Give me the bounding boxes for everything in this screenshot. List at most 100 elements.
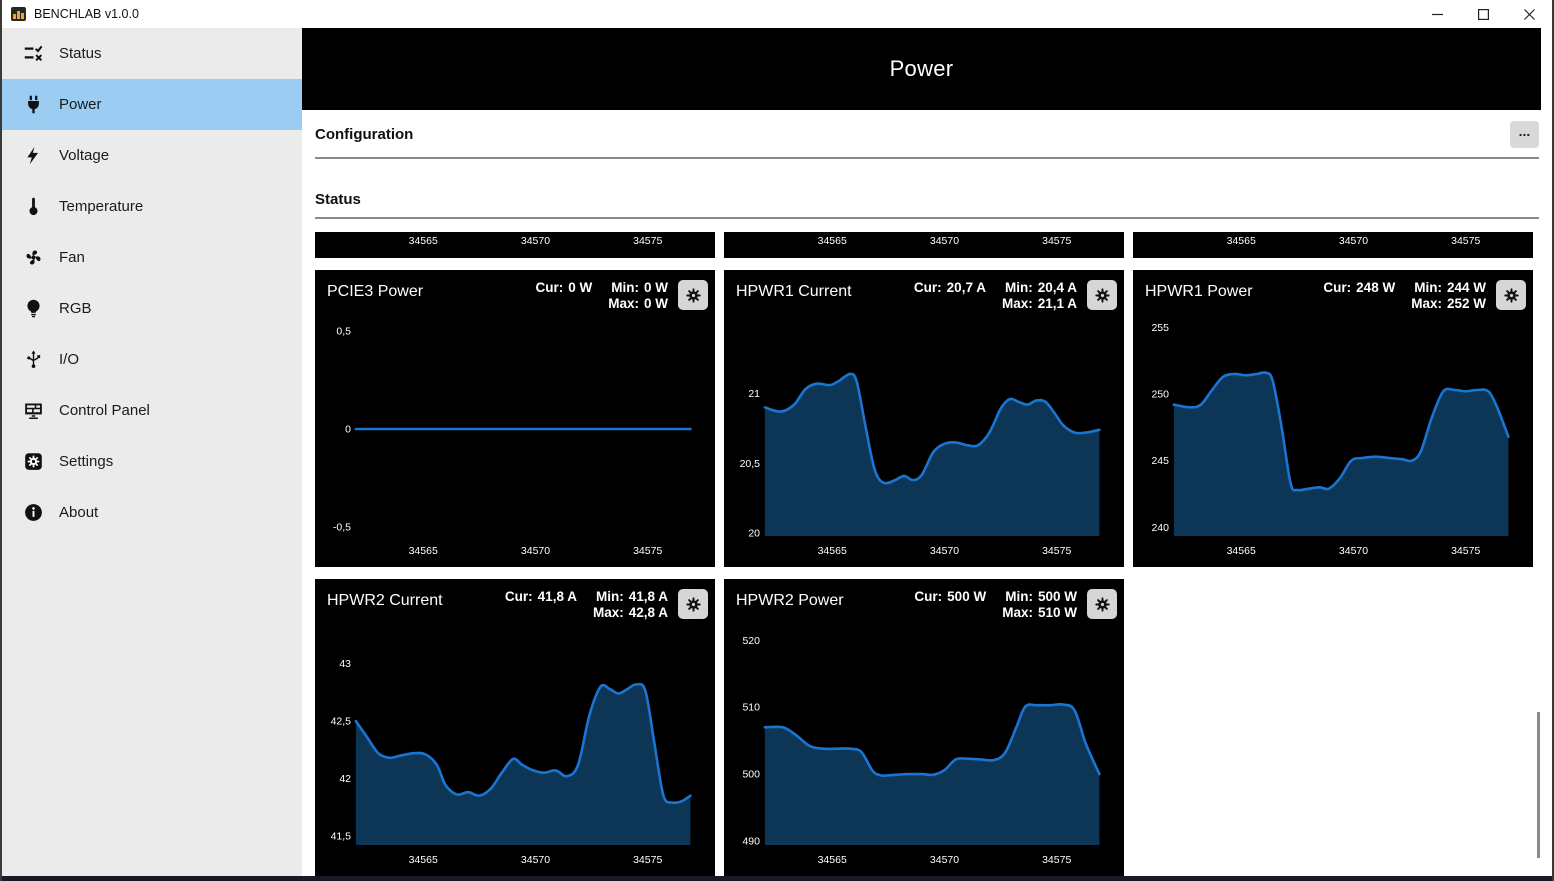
stat-min-value: 244 W (1446, 280, 1486, 295)
sidebar-item-fan[interactable]: Fan (2, 232, 302, 283)
thermometer-icon (23, 196, 44, 217)
sidebar-item-control-panel[interactable]: Control Panel (2, 385, 302, 436)
chart-settings-button[interactable] (1087, 589, 1117, 619)
stat-current: Cur: 20,7 A (914, 280, 986, 312)
stat-cur-value: 20,7 A (946, 280, 986, 295)
stat-max: Max: 21,1 A (1002, 296, 1077, 312)
stat-cur-label: Cur: (1323, 280, 1352, 295)
sidebar-item-status[interactable]: Status (2, 28, 302, 79)
chart-card-hpwr2-power: 520 510 500 490 34565 34570 34575 HPWR2 Power Cu… (724, 579, 1124, 876)
charts-grid: 34565 34570 34575 34565 34570 34575 34565 34570… (315, 232, 1539, 876)
x-axis-tick-label: 34575 (1042, 545, 1071, 557)
chart-card-pcie3-power: 0,5 0 -0,5 34565 34570 34575 PCIE3 Power Cur: 0 … (315, 270, 715, 567)
status-section-header: Status (315, 180, 1539, 219)
sidebar-item-label: About (59, 504, 99, 521)
sidebar-item-temperature[interactable]: Temperature (2, 181, 302, 232)
chart-card-hpwr1-current: 21 20,5 20 34565 34570 34575 HPWR1 Current Cur:… (724, 270, 1124, 567)
chart-stats: Cur: 20,7 A Min: 20,4 A Max: 21,1 A (914, 280, 1077, 312)
stat-max-value: 21,1 A (1037, 296, 1077, 311)
app-logo-icon (11, 7, 26, 21)
stat-max-value: 252 W (1446, 296, 1486, 311)
close-icon (1523, 8, 1535, 20)
maximize-icon (1477, 8, 1489, 20)
x-axis-tick-label: 34565 (1227, 545, 1256, 557)
stat-minmax: Min: 500 W Max: 510 W (1002, 589, 1077, 621)
configuration-menu-button[interactable]: ... (1510, 121, 1539, 148)
stat-max-value: 42,8 A (628, 605, 668, 620)
chart-axis-strip: 34565 34570 34575 (724, 232, 1124, 258)
stat-max-label: Max: (1002, 605, 1033, 620)
chart-canvas: 21 20,5 20 34565 34570 34575 (740, 372, 1101, 557)
x-axis-tick-label: 34565 (817, 235, 847, 247)
x-axis-tick-label: 34565 (1226, 235, 1256, 247)
stat-max-label: Max: (608, 296, 639, 311)
stat-min-label: Min: (1414, 280, 1442, 295)
y-axis-tick-label: 250 (1151, 389, 1169, 401)
chart-settings-button[interactable] (678, 280, 708, 310)
stat-max: Max: 42,8 A (593, 605, 668, 621)
gear-icon (1094, 287, 1110, 303)
chart-settings-button[interactable] (678, 589, 708, 619)
stat-min-value: 20,4 A (1037, 280, 1077, 295)
stat-current: Cur: 248 W (1323, 280, 1395, 312)
sidebar-item-i-o[interactable]: I/O (2, 334, 302, 385)
x-axis-tick-label: 34575 (633, 545, 662, 557)
sidebar-item-settings[interactable]: Settings (2, 436, 302, 487)
status-checklist-icon (23, 43, 44, 64)
y-axis-tick-label: 42,5 (331, 716, 352, 728)
y-axis-tick-label: 20,5 (740, 458, 761, 470)
chart-stats: Cur: 500 W Min: 500 W Max: 510 W (914, 589, 1077, 621)
sidebar-item-rgb[interactable]: RGB (2, 283, 302, 334)
y-axis-tick-label: 245 (1151, 455, 1169, 467)
chart-title: HPWR1 Current (736, 283, 852, 300)
chart-area-fill (355, 684, 691, 845)
vertical-scrollbar-thumb[interactable] (1537, 712, 1540, 858)
usb-icon (23, 349, 44, 370)
x-axis-tick-label: 34565 (409, 545, 438, 557)
sidebar-item-about[interactable]: About (2, 487, 302, 538)
stat-minmax: Min: 0 W Max: 0 W (608, 280, 668, 312)
window-controls (1414, 0, 1552, 28)
gear-icon (685, 596, 701, 612)
x-axis-tick-label: 34565 (409, 854, 438, 866)
chart-area-fill (1173, 372, 1509, 536)
sidebar-item-label: Voltage (59, 147, 110, 164)
sidebar-item-voltage[interactable]: Voltage (2, 130, 302, 181)
chart-axis-strip: 34565 34570 34575 (315, 232, 715, 258)
close-button[interactable] (1506, 0, 1552, 28)
gear-icon (1503, 287, 1519, 303)
status-label: Status (315, 191, 361, 208)
sidebar-item-label: Temperature (59, 198, 144, 215)
sidebar-item-power[interactable]: Power (2, 79, 302, 130)
stat-min: Min: 500 W (1002, 589, 1077, 605)
sidebar-item-label: Status (59, 45, 102, 62)
y-axis-tick-label: 255 (1151, 322, 1169, 334)
minimize-button[interactable] (1414, 0, 1460, 28)
stat-max: Max: 252 W (1411, 296, 1486, 312)
y-axis-tick-label: -0,5 (333, 522, 351, 534)
sidebar-item-label: I/O (59, 351, 80, 368)
chart-header: HPWR2 Current Cur: 41,8 A Min: 41,8 A Max: 42,… (315, 579, 715, 621)
chart-stats: Cur: 41,8 A Min: 41,8 A Max: 42,8 A (505, 589, 668, 621)
x-axis-tick-label: 34570 (521, 854, 550, 866)
maximize-button[interactable] (1460, 0, 1506, 28)
chart-line (763, 372, 1101, 485)
configuration-label: Configuration (315, 126, 414, 143)
chart-line (763, 703, 1101, 777)
x-axis-tick-label: 34570 (521, 545, 550, 557)
chart-canvas: 0,5 0 -0,5 34565 34570 34575 (333, 325, 692, 557)
voltage-bolt-icon (23, 145, 44, 166)
chart-stats: Cur: 248 W Min: 244 W Max: 252 W (1323, 280, 1486, 312)
chart-card-hpwr2-current: 43 42,5 42 41,5 34565 34570 34575 HPWR2 Current… (315, 579, 715, 876)
stat-current: Cur: 500 W (914, 589, 986, 621)
stat-min-label: Min: (1004, 280, 1033, 295)
chart-settings-button[interactable] (1496, 280, 1526, 310)
chart-settings-button[interactable] (1087, 280, 1117, 310)
x-axis-tick-label: 34570 (1339, 545, 1368, 557)
x-axis-tick-label: 34575 (1451, 235, 1481, 247)
stat-min-label: Min: (611, 280, 639, 295)
y-axis-tick-label: 21 (748, 388, 760, 400)
stat-cur-label: Cur: (504, 589, 533, 604)
sidebar-item-label: Settings (59, 453, 114, 470)
y-axis-tick-label: 43 (339, 658, 351, 670)
